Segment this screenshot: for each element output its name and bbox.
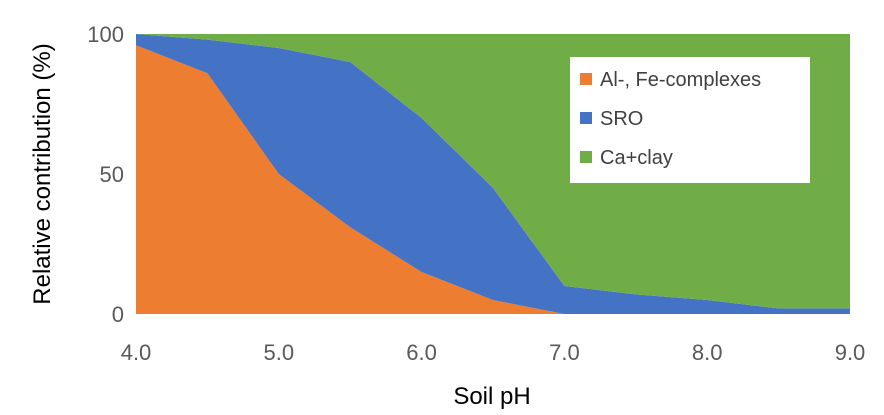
legend-label: Ca+clay [600, 147, 673, 169]
legend-swatch [580, 151, 592, 163]
x-axis-title: Soil pH [453, 383, 530, 410]
legend-label: SRO [600, 108, 643, 130]
legend-box [570, 57, 810, 183]
area-series-0 [136, 45, 850, 314]
x-tick-label: 5.0 [264, 340, 295, 365]
legend-label: Al-, Fe-complexes [600, 69, 761, 91]
legend-swatch [580, 112, 592, 124]
y-tick-label: 0 [112, 302, 124, 327]
legend-swatch [580, 73, 592, 85]
x-tick-label: 9.0 [835, 340, 866, 365]
x-tick-label: 6.0 [406, 340, 437, 365]
x-tick-label: 8.0 [692, 340, 723, 365]
x-axis-ticks: 4.0 5.0 6.0 7.0 8.0 9.0 [121, 340, 866, 365]
area-series-1 [136, 34, 850, 314]
y-axis-title: Relative contribution (%) [29, 43, 56, 304]
y-tick-label: 50 [100, 162, 124, 187]
y-axis-ticks: 0 50 100 [87, 22, 124, 327]
x-tick-label: 4.0 [121, 340, 152, 365]
legend: Al-, Fe-complexes SRO Ca+clay [570, 57, 810, 183]
x-tick-label: 7.0 [549, 340, 580, 365]
y-tick-label: 100 [87, 22, 124, 47]
